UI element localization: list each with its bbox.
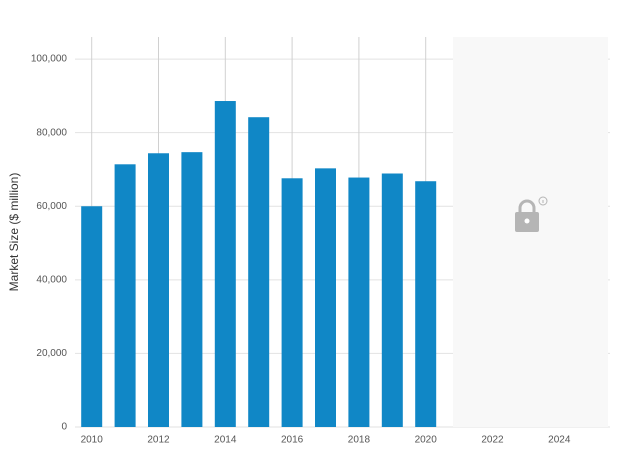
bar (381, 173, 403, 427)
y-tick-label: 60,000 (36, 201, 67, 212)
y-axis-label: Market Size ($ million) (7, 173, 21, 292)
bar (315, 168, 336, 427)
x-tick-label: 2022 (481, 435, 504, 446)
bar (114, 164, 136, 427)
y-tick-label: 0 (61, 422, 67, 433)
bar (415, 181, 437, 427)
x-tick-label: 2020 (415, 435, 438, 446)
bar (214, 101, 236, 428)
bar (81, 206, 103, 427)
y-tick-label: 100,000 (31, 54, 68, 65)
x-tick-label: 2024 (548, 435, 571, 446)
x-tick-label: 2014 (214, 435, 237, 446)
x-tick-label: 2016 (281, 435, 304, 446)
x-tick-label: 2010 (81, 435, 104, 446)
x-tick-label: 2018 (348, 435, 371, 446)
bar (281, 178, 303, 427)
y-tick-label: 40,000 (36, 274, 67, 285)
bar (181, 152, 203, 427)
bar (148, 153, 169, 427)
y-tick-label: 20,000 (36, 348, 67, 359)
y-tick-label: 80,000 (36, 127, 67, 138)
x-tick-label: 2012 (147, 435, 170, 446)
bar (348, 177, 370, 427)
lock-icon (515, 196, 548, 232)
bar (248, 117, 270, 427)
